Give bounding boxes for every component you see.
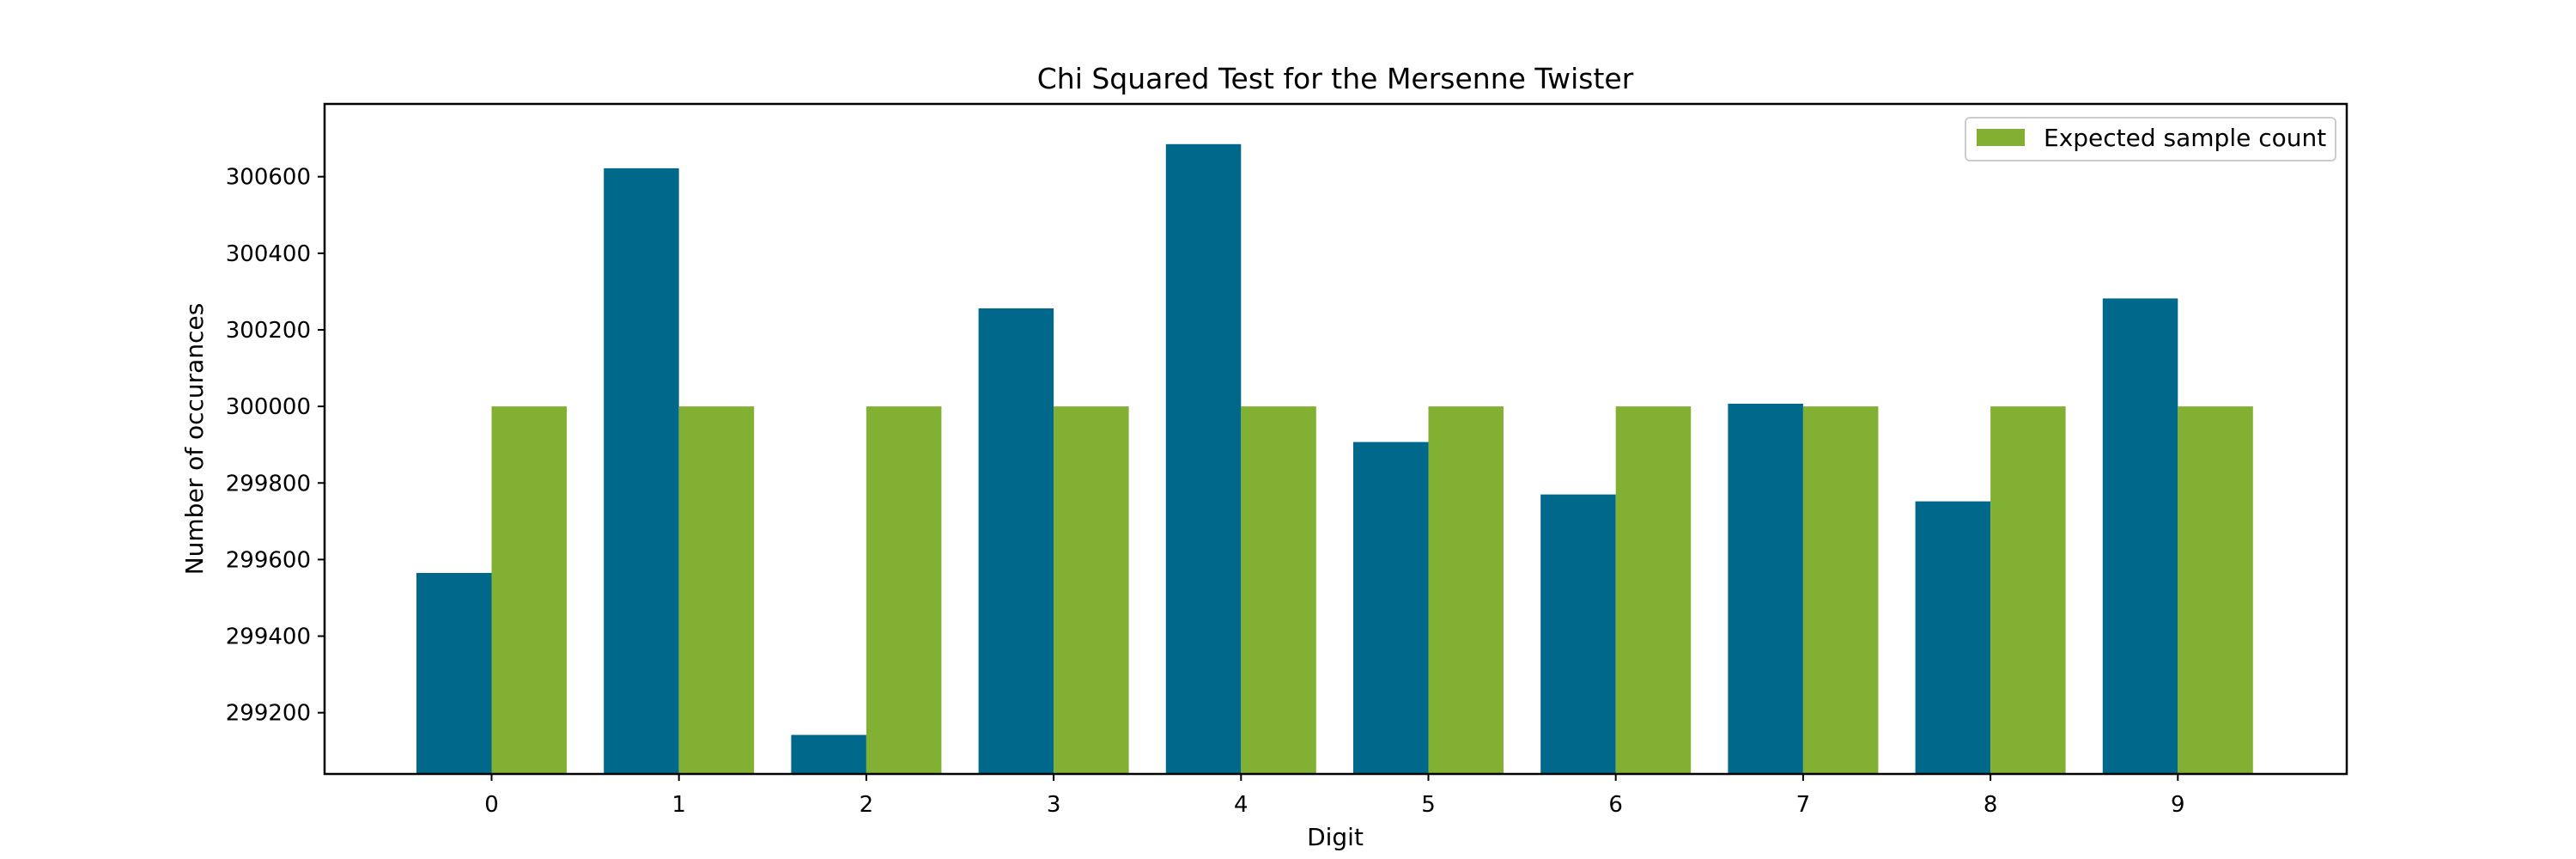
x-tick-label: 0 [484,792,499,818]
expected-bar-4 [1241,406,1316,774]
plot-frame [323,102,2348,776]
x-tick-label: 1 [671,792,686,818]
legend-label-expected: Expected sample count [2044,124,2326,152]
observed-bar-8 [1915,501,1991,774]
observed-bar-1 [604,168,679,774]
y-tick-label: 299400 [226,624,311,650]
observed-bar-3 [978,308,1054,774]
y-tick-label: 300200 [226,318,311,344]
x-tick-label: 8 [1984,792,1998,818]
expected-bar-9 [2178,406,2253,774]
x-tick-label: 2 [860,792,874,818]
observed-bar-2 [791,734,866,774]
y-axis-ticks: 299200 299400 299600 299800 300000 300200 3004… [226,165,325,727]
expected-bar-2 [866,406,942,774]
observed-bar-7 [1728,403,1803,774]
x-axis-ticks: 0 1 2 3 4 5 6 7 8 9 [484,774,2185,818]
expected-bar-3 [1054,406,1129,774]
chart-title: Chi Squared Test for the Mersenne Twiste… [1037,62,1634,95]
y-tick-label: 299600 [226,547,311,573]
expected-bar-0 [491,406,567,774]
y-tick-label: 299800 [226,471,311,497]
expected-bar-6 [1615,406,1692,774]
y-axis-label: Number of occurances [180,303,209,576]
expected-bar-1 [678,406,755,774]
expected-bar-5 [1428,406,1504,774]
y-tick-label: 300600 [226,165,311,191]
x-tick-label: 6 [1608,792,1623,818]
x-tick-label: 5 [1421,792,1436,818]
observed-bar-4 [1165,143,1242,775]
x-tick-label: 7 [1796,792,1811,818]
y-tick-label: 300400 [226,241,311,267]
x-tick-label: 4 [1234,792,1249,818]
x-axis-label: Digit [1307,823,1364,851]
x-tick-label: 3 [1047,792,1061,818]
expected-bar-8 [1990,406,2066,774]
expected-bar-7 [1802,406,1879,774]
x-tick-label: 9 [2171,792,2185,818]
observed-bar-6 [1540,494,1616,774]
y-tick-label: 300000 [226,394,311,420]
observed-bar-9 [2102,298,2178,774]
legend-box [1965,117,2336,161]
legend: Expected sample count [1965,117,2336,161]
legend-swatch-expected [1977,129,2025,146]
observed-bar-0 [416,573,492,774]
y-tick-label: 299200 [226,701,311,727]
observed-bar-5 [1353,442,1429,774]
bars-layer [416,143,2253,775]
